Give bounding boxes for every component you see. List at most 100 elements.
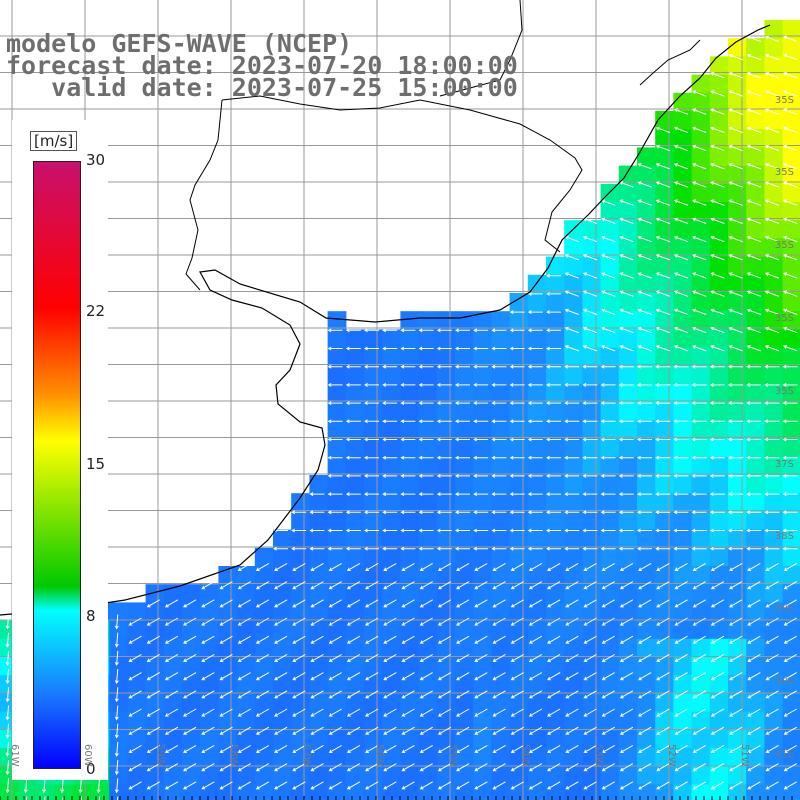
wind-arrow xyxy=(582,455,598,460)
wind-arrow xyxy=(638,781,652,790)
wind-cell xyxy=(746,129,765,148)
wind-cell xyxy=(582,475,602,494)
wind-arrow xyxy=(327,492,343,497)
wind-arrow xyxy=(710,254,725,261)
wind-arrow xyxy=(692,744,706,753)
wind-cell xyxy=(709,456,729,476)
wind-arrow xyxy=(128,726,142,735)
wind-arrow xyxy=(710,726,725,735)
wind-arrow xyxy=(510,726,524,735)
wind-cell xyxy=(746,511,765,531)
wind-cell xyxy=(509,547,529,567)
wind-cell xyxy=(546,547,565,567)
wind-arrow xyxy=(564,546,580,551)
wind-arrow xyxy=(528,672,543,681)
wind-arrow xyxy=(728,181,743,188)
wind-arrow xyxy=(292,562,306,571)
wind-arrow xyxy=(454,401,470,406)
wind-cell xyxy=(746,347,765,367)
wind-arrow xyxy=(237,781,251,790)
wind-cell xyxy=(709,529,729,549)
wind-cell xyxy=(782,402,800,421)
wind-cell xyxy=(436,529,456,549)
wind-arrow xyxy=(400,473,416,478)
wind-arrow xyxy=(564,492,580,497)
wind-arrow xyxy=(456,562,470,571)
wind-cell xyxy=(345,547,365,567)
wind-cell xyxy=(673,402,693,421)
wind-arrow xyxy=(327,510,343,515)
wind-arrow xyxy=(528,635,543,644)
wind-arrow xyxy=(436,382,452,387)
wind-cell xyxy=(746,311,765,330)
wind-cell xyxy=(691,402,711,421)
wind-arrow xyxy=(454,346,470,351)
wind-cell xyxy=(436,784,456,800)
wind-arrow xyxy=(746,126,761,133)
wind-arrow xyxy=(201,599,215,608)
wind-arrow xyxy=(564,272,579,279)
wind-arrow xyxy=(545,492,561,497)
wind-arrow xyxy=(545,437,561,442)
wind-arrow xyxy=(710,72,725,79)
wind-arrow xyxy=(328,672,342,681)
lon-label: 54W xyxy=(520,744,531,767)
wind-arrow xyxy=(474,690,488,699)
wind-cell xyxy=(436,311,456,330)
wind-arrow xyxy=(583,562,597,571)
wind-cell xyxy=(400,420,420,440)
lon-label: 61W xyxy=(9,744,20,767)
wind-cell xyxy=(491,311,511,330)
wind-arrow xyxy=(692,653,706,662)
wind-arrow xyxy=(618,528,634,533)
wind-arrow xyxy=(382,419,398,424)
wind-arrow xyxy=(510,744,524,753)
wind-cell xyxy=(673,165,693,185)
wind-cell xyxy=(400,475,420,494)
wind-arrow xyxy=(292,653,306,662)
wind-arrow xyxy=(473,346,489,351)
wind-arrow xyxy=(583,781,597,790)
wind-cell xyxy=(728,511,747,531)
wind-cell xyxy=(746,384,765,403)
wind-arrow xyxy=(292,763,306,772)
wind-arrow xyxy=(583,672,597,681)
wind-arrow xyxy=(128,781,142,790)
wind-cell xyxy=(163,584,183,603)
wind-cell xyxy=(509,365,529,385)
wind-cell xyxy=(600,347,620,367)
wind-arrow xyxy=(601,235,616,243)
wind-arrow xyxy=(565,617,579,626)
wind-arrow xyxy=(674,635,688,644)
wind-arrow xyxy=(383,744,397,753)
wind-cell xyxy=(691,111,711,130)
wind-arrow xyxy=(764,510,780,515)
wind-arrow xyxy=(636,437,652,442)
wind-arrow xyxy=(729,617,743,626)
wind-arrow xyxy=(363,401,379,406)
wind-arrow xyxy=(547,653,561,662)
wind-arrow xyxy=(219,690,233,699)
wind-arrow xyxy=(146,708,160,717)
wind-cell xyxy=(546,511,565,531)
wind-arrow xyxy=(764,401,780,406)
wind-arrow xyxy=(436,492,452,497)
wind-arrow xyxy=(183,653,197,662)
wind-arrow xyxy=(25,796,28,800)
wind-arrow xyxy=(728,108,743,115)
wind-arrow xyxy=(345,419,361,424)
wind-arrow xyxy=(418,473,434,478)
wind-arrow xyxy=(474,763,488,772)
wind-arrow xyxy=(492,653,506,662)
wind-arrow xyxy=(583,653,597,662)
wind-arrow xyxy=(619,617,634,626)
wind-arrow xyxy=(510,581,524,590)
wind-cell xyxy=(637,547,656,567)
wind-arrow xyxy=(146,690,160,699)
wind-arrow xyxy=(655,272,670,279)
wind-arrow xyxy=(382,328,398,333)
wind-arrow xyxy=(619,599,634,608)
wind-cell xyxy=(382,347,401,367)
wind-arrow xyxy=(637,290,652,297)
wind-arrow xyxy=(619,581,634,590)
